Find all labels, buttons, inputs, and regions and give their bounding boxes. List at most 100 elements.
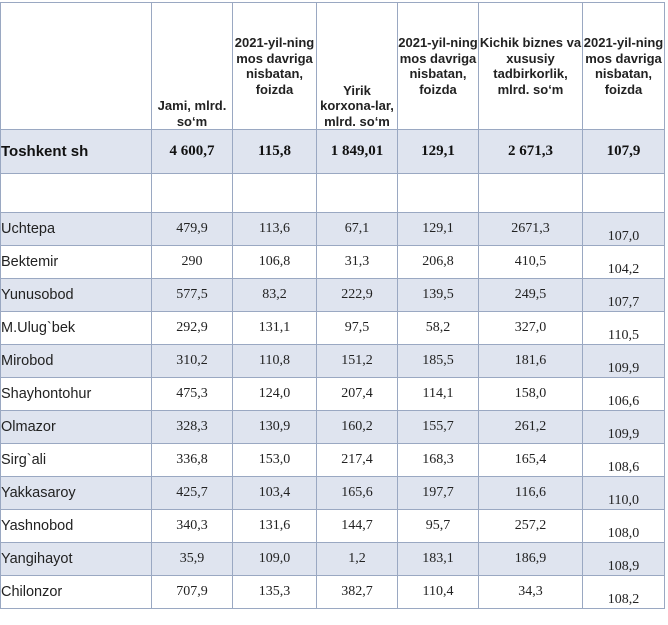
large-value: 144,7 — [316, 509, 398, 543]
jami-growth: 130,9 — [232, 410, 317, 444]
header-small-growth: 2021-yil-ning mos davriga nisbatan, foiz… — [582, 2, 665, 130]
large-value: 1,2 — [316, 542, 398, 576]
district-name: M.Ulug`bek — [0, 311, 152, 345]
small-growth: 104,2 — [582, 245, 665, 279]
jami-value: 479,9 — [151, 212, 233, 246]
header-small-business: Kichik biznes va xususiy tadbirkorlik, m… — [478, 2, 583, 130]
jami-value: 292,9 — [151, 311, 233, 345]
jami-value: 310,2 — [151, 344, 233, 378]
small-growth: 108,0 — [582, 509, 665, 543]
jami-value: 340,3 — [151, 509, 233, 543]
jami-growth: 153,0 — [232, 443, 317, 477]
table-row: Uchtepa 479,9 113,6 67,1 129,1 2671,3 107,0 — [0, 212, 665, 246]
small-growth: 110,0 — [582, 476, 665, 510]
jami-value: 577,5 — [151, 278, 233, 312]
large-growth: 206,8 — [397, 245, 479, 279]
small-growth: 108,9 — [582, 542, 665, 576]
large-value: 97,5 — [316, 311, 398, 345]
jami-growth: 113,6 — [232, 212, 317, 246]
small-growth: 109,9 — [582, 344, 665, 378]
small-growth: 108,2 — [582, 575, 665, 609]
small-value: 181,6 — [478, 344, 583, 378]
district-name: Sirg`ali — [0, 443, 152, 477]
large-value: 382,7 — [316, 575, 398, 609]
table-row: Mirobod 310,2 110,8 151,2 185,5 181,6 109,9 — [0, 344, 665, 378]
table-row: Yashnobod 340,3 131,6 144,7 95,7 257,2 108,0 — [0, 509, 665, 543]
small-value: 327,0 — [478, 311, 583, 345]
jami-value: 425,7 — [151, 476, 233, 510]
jami-growth: 106,8 — [232, 245, 317, 279]
large-growth: 139,5 — [397, 278, 479, 312]
header-large-enterprises: Yirik korxona-lar, mlrd. so‘m — [316, 2, 398, 130]
jami-growth: 131,1 — [232, 311, 317, 345]
jami-value: 328,3 — [151, 410, 233, 444]
district-name: Shayhontohur — [0, 377, 152, 411]
table-row: Yangihayot 35,9 109,0 1,2 183,1 186,9 108,9 — [0, 542, 665, 576]
large-growth: 155,7 — [397, 410, 479, 444]
large-value: 222,9 — [316, 278, 398, 312]
large-value: 207,4 — [316, 377, 398, 411]
total-large: 1 849,01 — [316, 129, 398, 174]
header-region — [0, 2, 152, 130]
small-growth: 107,0 — [582, 212, 665, 246]
large-growth: 58,2 — [397, 311, 479, 345]
large-value: 217,4 — [316, 443, 398, 477]
large-growth: 168,3 — [397, 443, 479, 477]
district-name: Chilonzor — [0, 575, 152, 609]
small-growth: 109,9 — [582, 410, 665, 444]
total-small-growth: 107,9 — [582, 129, 665, 174]
district-name: Mirobod — [0, 344, 152, 378]
large-growth: 129,1 — [397, 212, 479, 246]
total-large-growth: 129,1 — [397, 129, 479, 174]
small-growth: 110,5 — [582, 311, 665, 345]
small-value: 158,0 — [478, 377, 583, 411]
spacer-row — [0, 173, 665, 213]
large-value: 67,1 — [316, 212, 398, 246]
table-row: Olmazor 328,3 130,9 160,2 155,7 261,2 109,9 — [0, 410, 665, 444]
total-row: Toshkent sh 4 600,7 115,8 1 849,01 129,1… — [0, 129, 665, 174]
district-name: Yunusobod — [0, 278, 152, 312]
jami-growth: 124,0 — [232, 377, 317, 411]
district-name: Yashnobod — [0, 509, 152, 543]
large-growth: 110,4 — [397, 575, 479, 609]
large-value: 31,3 — [316, 245, 398, 279]
large-growth: 197,7 — [397, 476, 479, 510]
jami-growth: 131,6 — [232, 509, 317, 543]
small-value: 34,3 — [478, 575, 583, 609]
small-value: 186,9 — [478, 542, 583, 576]
total-jami-growth: 115,8 — [232, 129, 317, 174]
total-name: Toshkent sh — [0, 129, 152, 174]
jami-growth: 103,4 — [232, 476, 317, 510]
jami-growth: 135,3 — [232, 575, 317, 609]
small-growth: 108,6 — [582, 443, 665, 477]
jami-growth: 109,0 — [232, 542, 317, 576]
small-value: 249,5 — [478, 278, 583, 312]
large-growth: 183,1 — [397, 542, 479, 576]
district-name: Yakkasaroy — [0, 476, 152, 510]
district-name: Uchtepa — [0, 212, 152, 246]
table-row: Chilonzor 707,9 135,3 382,7 110,4 34,3 108,2 — [0, 575, 665, 609]
jami-value: 336,8 — [151, 443, 233, 477]
small-value: 261,2 — [478, 410, 583, 444]
header-large-growth: 2021-yil-ning mos davriga nisbatan, foiz… — [397, 2, 479, 130]
table-row: Bektemir 290 106,8 31,3 206,8 410,5 104,2 — [0, 245, 665, 279]
small-value: 2671,3 — [478, 212, 583, 246]
table-row: Shayhontohur 475,3 124,0 207,4 114,1 158,0 106… — [0, 377, 665, 411]
small-value: 116,6 — [478, 476, 583, 510]
small-value: 410,5 — [478, 245, 583, 279]
table-row: M.Ulug`bek 292,9 131,1 97,5 58,2 327,0 110,5 — [0, 311, 665, 345]
jami-value: 707,9 — [151, 575, 233, 609]
table-row: Sirg`ali 336,8 153,0 217,4 168,3 165,4 108,6 — [0, 443, 665, 477]
jami-growth: 83,2 — [232, 278, 317, 312]
small-growth: 107,7 — [582, 278, 665, 312]
district-name: Olmazor — [0, 410, 152, 444]
table-row: Yakkasaroy 425,7 103,4 165,6 197,7 116,6 110,0 — [0, 476, 665, 510]
large-growth: 114,1 — [397, 377, 479, 411]
large-growth: 95,7 — [397, 509, 479, 543]
jami-value: 35,9 — [151, 542, 233, 576]
jami-value: 475,3 — [151, 377, 233, 411]
small-growth: 106,6 — [582, 377, 665, 411]
table-row: Yunusobod 577,5 83,2 222,9 139,5 249,5 107,7 — [0, 278, 665, 312]
large-value: 151,2 — [316, 344, 398, 378]
jami-value: 290 — [151, 245, 233, 279]
